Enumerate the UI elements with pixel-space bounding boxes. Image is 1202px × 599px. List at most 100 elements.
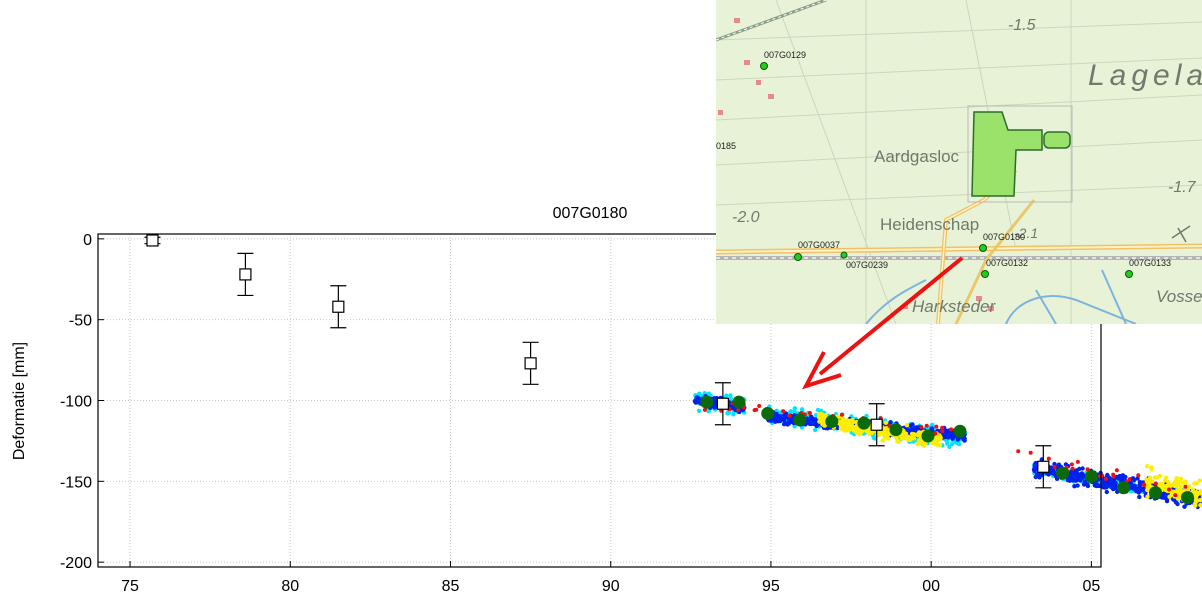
y-tick-label: 0 <box>83 232 92 249</box>
data-point <box>1198 502 1202 508</box>
data-point <box>1109 485 1114 490</box>
series-green-dots <box>700 395 1195 504</box>
data-point <box>1134 486 1139 491</box>
mean-point <box>1116 481 1130 495</box>
data-point <box>933 431 938 436</box>
data-point <box>1172 482 1177 487</box>
data-point <box>938 436 943 441</box>
benchmark-marker <box>979 244 987 252</box>
data-point <box>932 439 937 444</box>
data-point <box>1197 478 1202 483</box>
data-point <box>1166 479 1171 485</box>
leveling-square <box>1037 460 1050 473</box>
data-point <box>1182 504 1187 509</box>
data-point <box>1085 483 1091 489</box>
data-point <box>813 420 818 426</box>
data-point <box>915 432 920 438</box>
benchmark-label: 0185 <box>716 141 736 151</box>
data-point <box>937 442 943 448</box>
data-point <box>1145 464 1150 469</box>
data-point <box>1198 490 1202 496</box>
data-point <box>813 427 818 433</box>
benchmark-label: 007G0132 <box>986 258 1028 268</box>
contour-label-1: -1.5 <box>1008 17 1036 34</box>
data-point <box>1085 467 1090 472</box>
data-point <box>781 409 786 414</box>
place-vosser: Vosser <box>1156 287 1202 306</box>
data-point <box>822 413 828 418</box>
benchmark-marker <box>794 253 802 261</box>
leveling-square <box>146 234 159 247</box>
data-point <box>1127 477 1132 482</box>
data-point <box>736 408 741 413</box>
data-point <box>880 430 885 435</box>
chart-title: 007G0180 <box>553 205 628 222</box>
data-point <box>724 393 729 398</box>
data-point <box>1192 491 1198 496</box>
windmill-symbol <box>1171 225 1191 243</box>
leveling-square <box>524 357 537 370</box>
data-point <box>847 424 852 430</box>
data-point <box>1106 481 1111 486</box>
mean-point <box>857 416 871 430</box>
y-tick-label: -150 <box>60 474 92 491</box>
data-point <box>949 441 955 447</box>
data-point <box>904 423 910 428</box>
data-point <box>1167 494 1172 499</box>
data-point <box>819 412 824 417</box>
data-point <box>712 396 717 401</box>
data-point <box>726 410 732 416</box>
place-aardgaslocatie: Aardgasloc <box>874 147 960 166</box>
data-point <box>784 420 789 425</box>
data-point <box>1177 496 1182 501</box>
data-point <box>924 423 929 428</box>
data-point <box>787 413 792 418</box>
data-point <box>807 411 812 415</box>
data-point <box>1075 459 1080 464</box>
data-point <box>940 425 945 430</box>
data-point <box>799 407 805 412</box>
data-point <box>1033 460 1038 466</box>
leveling-square <box>870 418 883 431</box>
data-point <box>1175 501 1180 507</box>
map-drawing: -1.5 -1.7 -2.0 -2.1 Lagela Aardgasloc He… <box>716 0 1202 324</box>
data-point <box>1028 450 1033 455</box>
data-point <box>1082 481 1088 486</box>
data-point <box>1147 483 1152 489</box>
data-point <box>1105 472 1110 478</box>
map-inset: -1.5 -1.7 -2.0 -2.1 Lagela Aardgasloc He… <box>716 0 1202 324</box>
mean-point <box>732 395 746 409</box>
data-point <box>1080 466 1085 471</box>
data-point <box>1175 482 1181 487</box>
data-point <box>1066 476 1072 481</box>
data-point <box>1163 485 1168 490</box>
data-point <box>948 431 953 436</box>
data-point <box>1186 484 1192 489</box>
data-point <box>885 432 891 437</box>
data-point <box>1111 472 1116 477</box>
data-point <box>1162 495 1168 500</box>
data-point <box>1194 481 1199 486</box>
mean-point <box>1148 486 1162 500</box>
data-point <box>822 423 827 428</box>
data-point <box>915 442 921 447</box>
benchmark-label: 007G0180 <box>983 232 1025 242</box>
data-point <box>1104 489 1110 495</box>
data-point <box>1080 472 1085 477</box>
data-point <box>1145 494 1150 499</box>
data-point <box>788 409 793 414</box>
data-point <box>692 399 698 404</box>
data-point <box>1092 483 1098 488</box>
y-tick-label: -200 <box>60 555 92 572</box>
place-harksteder: Harksteder <box>912 297 996 316</box>
mean-point <box>921 429 935 443</box>
data-point <box>1178 476 1184 481</box>
data-point <box>783 411 789 416</box>
data-point <box>728 393 733 398</box>
data-point <box>731 412 736 417</box>
waterways <box>865 269 1137 324</box>
data-point <box>919 425 924 429</box>
data-point <box>1056 462 1062 467</box>
data-point <box>1177 491 1182 497</box>
mean-point <box>793 413 807 427</box>
